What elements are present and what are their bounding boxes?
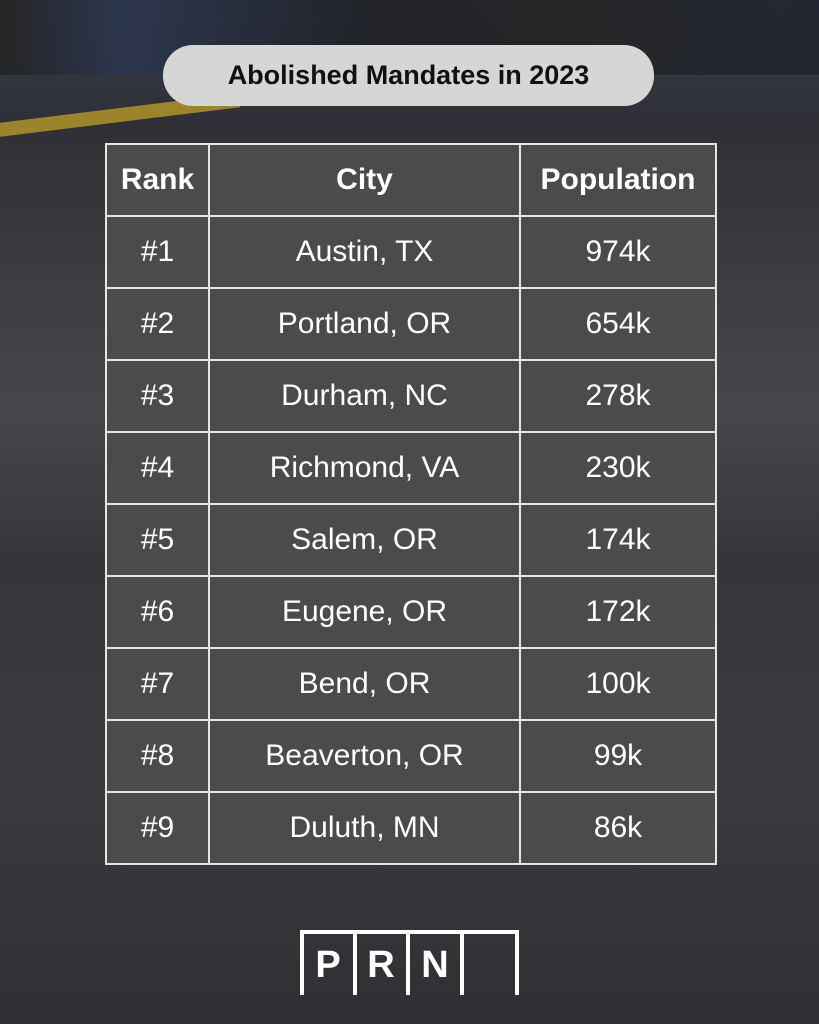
table-row: #4 Richmond, VA 230k xyxy=(105,431,717,505)
table-cell: Bend, OR xyxy=(208,647,521,721)
table-cell: 99k xyxy=(519,719,717,793)
table-cell: #2 xyxy=(105,287,210,361)
header-row: Rank City Population xyxy=(105,143,717,217)
table-cell: #7 xyxy=(105,647,210,721)
column-header: Population xyxy=(519,143,717,217)
table-cell: Durham, NC xyxy=(208,359,521,433)
table-cell: #1 xyxy=(105,215,210,289)
table-cell: 278k xyxy=(519,359,717,433)
table-row: #2 Portland, OR 654k xyxy=(105,287,717,361)
table-row: #8 Beaverton, OR 99k xyxy=(105,719,717,793)
table-cell: Duluth, MN xyxy=(208,791,521,865)
table-cell: #8 xyxy=(105,719,210,793)
ranking-table: Rank City Population #1 Austin, TX 974k #2 Por… xyxy=(105,143,717,865)
table-row: #1 Austin, TX 974k xyxy=(105,215,717,289)
table-cell: 654k xyxy=(519,287,717,361)
table-cell: Austin, TX xyxy=(208,215,521,289)
table-row: #6 Eugene, OR 172k xyxy=(105,575,717,649)
table-row: #5 Salem, OR 174k xyxy=(105,503,717,577)
table-cell: Eugene, OR xyxy=(208,575,521,649)
logo-letter: R xyxy=(367,944,394,986)
title-pill: Abolished Mandates in 2023 xyxy=(163,45,654,106)
table-cell: 230k xyxy=(519,431,717,505)
table-cell: #6 xyxy=(105,575,210,649)
table-cell: 174k xyxy=(519,503,717,577)
table-row: #9 Duluth, MN 86k xyxy=(105,791,717,865)
table-cell: 172k xyxy=(519,575,717,649)
table-cell: Beaverton, OR xyxy=(208,719,521,793)
table-cell: 100k xyxy=(519,647,717,721)
table-row: #7 Bend, OR 100k xyxy=(105,647,717,721)
table-cell: #4 xyxy=(105,431,210,505)
column-header: Rank xyxy=(105,143,210,217)
table-cell: #9 xyxy=(105,791,210,865)
table-cell: #3 xyxy=(105,359,210,433)
column-header: City xyxy=(208,143,521,217)
table-row: #3 Durham, NC 278k xyxy=(105,359,717,433)
logo: P R N xyxy=(300,930,519,995)
table-cell: Richmond, VA xyxy=(208,431,521,505)
table-body: #1 Austin, TX 974k #2 Portland, OR 654k #3 Durh… xyxy=(105,215,717,865)
table-cell: Portland, OR xyxy=(208,287,521,361)
table-cell: 86k xyxy=(519,791,717,865)
logo-letter: P xyxy=(315,944,340,986)
logo-letter: N xyxy=(421,944,448,986)
table-cell: 974k xyxy=(519,215,717,289)
table-cell: Salem, OR xyxy=(208,503,521,577)
table-cell: #5 xyxy=(105,503,210,577)
